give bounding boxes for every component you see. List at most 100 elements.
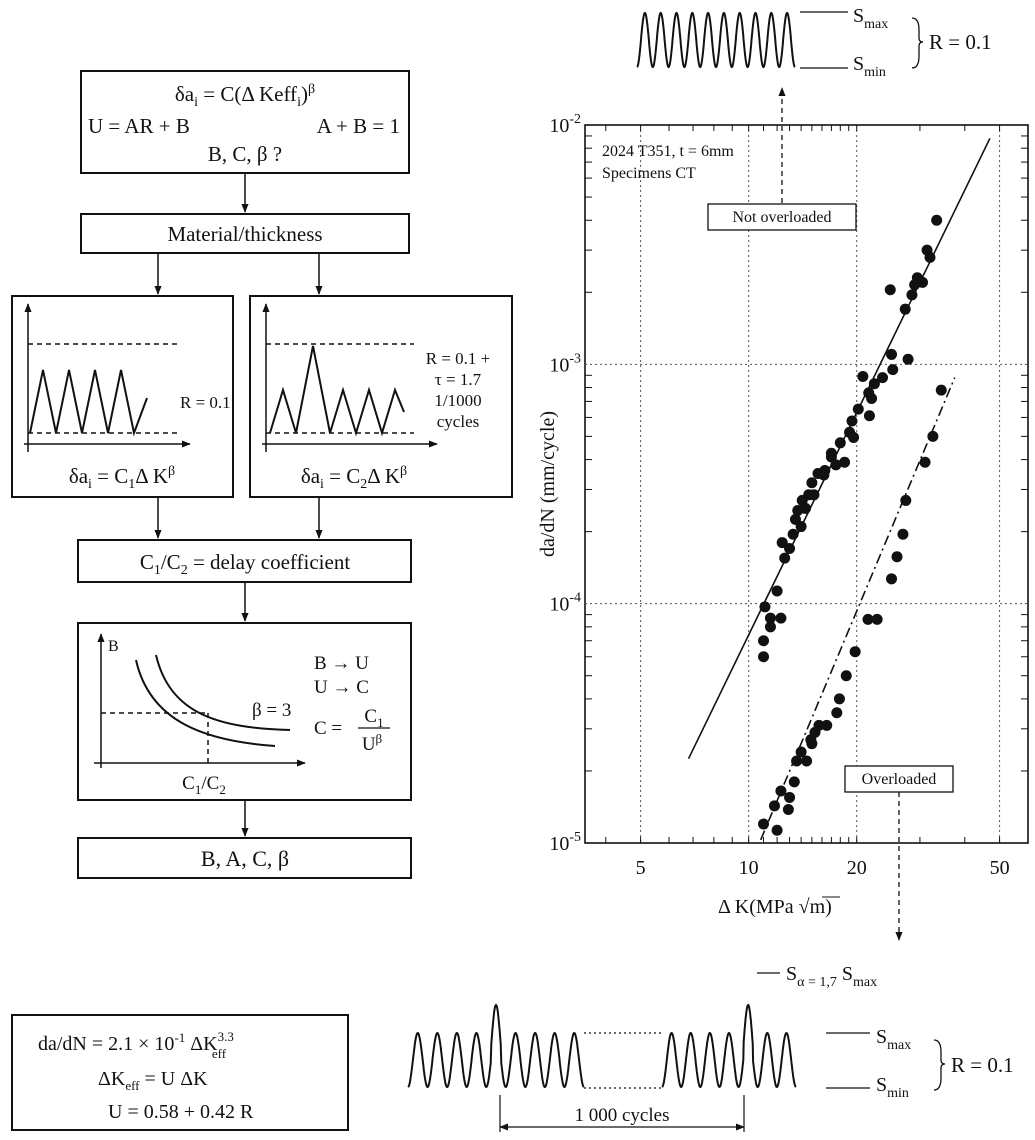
panel-b-beta: β = 3: [252, 700, 291, 721]
panel-b-y-label: B: [108, 638, 119, 655]
chart-x-tick-label: 20: [847, 857, 867, 879]
data-point-overloaded: [782, 804, 794, 816]
box1-line2b: A + B = 1: [317, 114, 400, 138]
chart-x-tick-label: 10: [739, 857, 759, 879]
data-point-not-overloaded: [819, 465, 831, 477]
data-point-overloaded: [935, 384, 947, 396]
panel-right-label2: τ = 1.7: [435, 370, 482, 389]
panel-left-graph: [24, 303, 191, 452]
data-point-not-overloaded: [787, 528, 799, 540]
data-point-not-overloaded: [887, 364, 899, 376]
panel-left-formula: δai = C1Δ Kβ: [69, 464, 175, 492]
bottom-soverload-label: Sα = 1,7 Smax: [786, 963, 877, 990]
bottom-smin-label: Smin: [876, 1074, 909, 1101]
data-point-not-overloaded: [784, 543, 796, 555]
data-point-overloaded: [806, 738, 818, 750]
data-point-not-overloaded: [764, 621, 776, 633]
data-point-not-overloaded: [806, 477, 818, 489]
bottom-overload-wave: [407, 1003, 797, 1089]
data-point-not-overloaded: [863, 410, 875, 422]
chart-y-tick-label: 10-3: [549, 351, 581, 376]
not-overloaded-box: [707, 203, 857, 231]
top-smin-label: Smin: [853, 53, 886, 80]
data-point-not-overloaded: [759, 601, 771, 613]
box1-line1: δai = C(Δ Keffi)β: [175, 82, 315, 110]
data-point-not-overloaded: [764, 612, 776, 624]
data-point-overloaded: [897, 528, 909, 540]
data-point-not-overloaded: [775, 612, 787, 624]
data-point-overloaded: [771, 824, 783, 836]
panel-b-curve-upper: [155, 654, 291, 731]
top-sine-wave: [636, 11, 796, 69]
data-point-not-overloaded: [776, 537, 788, 549]
data-point-overloaded: [833, 693, 845, 705]
chart-x-label: Δ K(MPa √m): [718, 896, 832, 918]
bottom-smax-label: Smax: [876, 1026, 911, 1053]
data-point-not-overloaded: [848, 431, 860, 443]
chart-points: [758, 214, 947, 836]
overloaded-label: Overloaded: [862, 771, 937, 788]
data-point-overloaded: [791, 755, 803, 767]
chart-frame: [584, 124, 1029, 844]
chart-x-tick-label: 5: [636, 857, 646, 879]
data-point-not-overloaded: [852, 403, 864, 415]
data-point-overloaded: [891, 551, 903, 563]
top-r-label: R = 0.1: [929, 30, 992, 54]
panel-b-rule1: B → U: [314, 653, 369, 674]
data-point-overloaded: [871, 613, 883, 625]
data-point-not-overloaded: [758, 651, 770, 663]
chart-y-label: da/dN (mm/cycle): [537, 411, 559, 557]
data-point-overloaded: [849, 646, 861, 658]
data-point-overloaded: [813, 719, 825, 731]
crack-growth-chart: 5 10 20 50 10-2 10-3 10-4 10-5 2024 T351, t = 6…: [537, 87, 1029, 941]
not-overloaded-label: Not overloaded: [732, 209, 831, 226]
data-point-not-overloaded: [771, 585, 783, 597]
panel-b-c-eq: C =: [314, 718, 342, 739]
top-smax-label: Smax: [853, 5, 888, 32]
data-point-not-overloaded: [931, 214, 943, 226]
chart-x-tick-label: 50: [990, 857, 1010, 879]
data-point-overloaded: [831, 707, 843, 719]
bottom-r-label: R = 0.1: [951, 1053, 1014, 1077]
panel-b-x-label: C1/C2: [182, 773, 226, 797]
paris-law-line2: ΔKeff = U ΔK: [98, 1068, 208, 1093]
data-point-overloaded: [821, 719, 833, 731]
panel-right-graph: [262, 303, 438, 452]
box-result: [77, 837, 412, 879]
box4-label: C1/C2 = delay coefficient: [140, 550, 350, 578]
chart-y-tick-label: 10-4: [549, 591, 581, 616]
chart-y-tick-label: 10-2: [549, 112, 581, 137]
chart-tick-labels: 5 10 20 50 10-2 10-3 10-4 10-5: [549, 112, 1009, 879]
data-point-overloaded: [768, 800, 780, 812]
data-point-not-overloaded: [866, 392, 878, 404]
bottom-waveform: [407, 972, 946, 1132]
data-point-not-overloaded: [899, 303, 911, 315]
panel-b-graph: [94, 633, 390, 768]
data-point-overloaded: [919, 456, 931, 468]
data-point-not-overloaded: [884, 284, 896, 296]
chart-ticks: [585, 125, 1029, 843]
data-point-overloaded: [886, 573, 898, 585]
data-point-not-overloaded: [868, 378, 880, 390]
data-point-overloaded: [775, 785, 787, 797]
data-point-not-overloaded: [779, 552, 791, 564]
data-point-not-overloaded: [877, 372, 889, 384]
panel-b-curve-lower: [135, 659, 276, 747]
panel-b-c-num: C1: [364, 706, 383, 730]
cycles-label: 1 000 cycles: [575, 1105, 670, 1126]
data-point-not-overloaded: [834, 437, 846, 449]
panel-right-overload-wave: [269, 345, 405, 437]
box1-line2a: U = AR + B: [88, 114, 190, 138]
chart-annotation-1: 2024 T351, t = 6mm: [602, 143, 734, 160]
data-point-overloaded: [758, 818, 770, 830]
data-point-overloaded: [840, 670, 852, 682]
paris-law-line3: U = 0.58 + 0.42 R: [108, 1101, 254, 1123]
panel-right-label4: cycles: [437, 412, 479, 431]
data-point-not-overloaded: [758, 635, 770, 647]
data-point-not-overloaded: [924, 251, 936, 263]
top-brace: [911, 17, 924, 69]
fit-line-not-overloaded: [687, 137, 991, 760]
flow-arrows: [154, 173, 323, 837]
chart-y-tick-label: 10-5: [549, 830, 581, 855]
